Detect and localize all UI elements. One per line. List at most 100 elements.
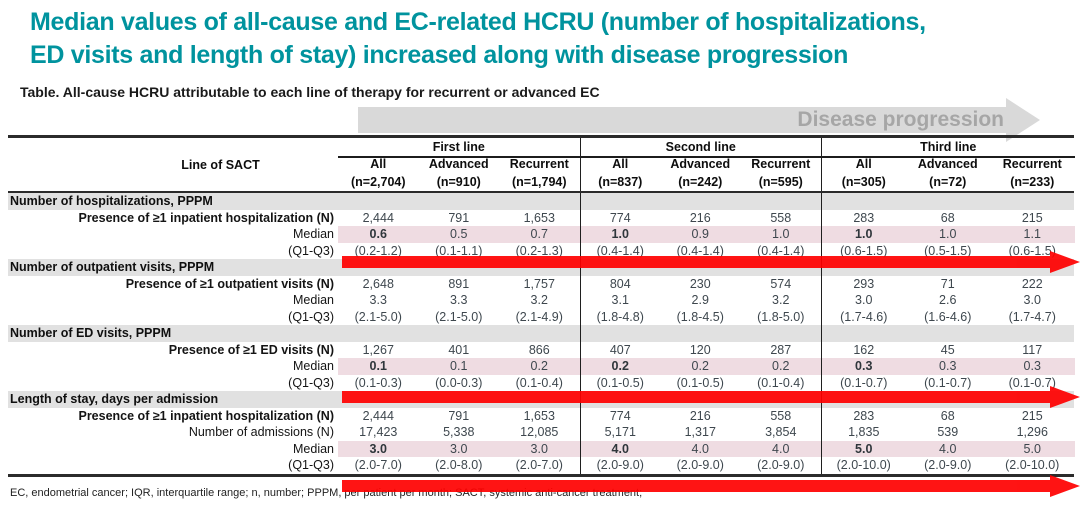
cell-value: (2.0-7.0)	[515, 458, 563, 472]
band-cell	[338, 325, 419, 342]
table-row: Median 3.0 3.0 3.0 4.0 4.0 4.0 5.0 4.0 5.0	[8, 440, 1075, 457]
cell-value: 774	[579, 209, 661, 226]
cell-value: (0.6-1.5)	[821, 242, 906, 259]
cell-value: 1,267	[362, 342, 394, 357]
section-title: Number of outpatient visits, PPPM	[10, 260, 215, 274]
cell-value: 1,835	[821, 424, 906, 441]
band-cell	[741, 193, 822, 210]
cell-value: (0.4-1.4)	[676, 243, 724, 258]
cell-value: (2.0-9.0)	[757, 458, 805, 472]
cell-value: 0.3	[905, 358, 990, 375]
cell-value: 216	[689, 210, 711, 225]
section-header-row: Number of ED visits, PPPM	[8, 325, 1074, 342]
row-label: Presence of ≥1 ED visits (N)	[168, 342, 334, 357]
table-row: Median 3.3 3.3 3.2 3.1 2.9 3.2 3.0 2.6 3.0	[8, 292, 1074, 309]
cell-value: 0.9	[660, 226, 741, 243]
cell-value: 0.7	[499, 226, 580, 243]
cell-value: 2,648	[362, 276, 394, 291]
cell-value: 71	[940, 276, 955, 291]
cell-value: (2.1-4.9)	[515, 309, 563, 324]
band-cell	[499, 193, 580, 210]
cell-value: 215	[1021, 408, 1043, 423]
cell-value: (0.5-1.5)	[924, 243, 972, 258]
band-cell	[419, 193, 500, 210]
cell-value: 3.0	[499, 440, 580, 457]
cell-value: (0.2-1.2)	[354, 243, 402, 258]
cell-value: 1,296	[1016, 425, 1048, 439]
cell-value: 401	[448, 342, 470, 357]
band-cell	[660, 193, 741, 210]
row-label: (Q1-Q3)	[288, 309, 334, 324]
cell-value: 1.1	[990, 226, 1075, 243]
column-n: (n=305)	[821, 173, 906, 191]
band-cell	[579, 193, 661, 210]
row-label: Presence of ≥1 inpatient hospitalization…	[78, 210, 334, 225]
column-n-row: (n=2,704) (n=910) (n=1,794) (n=837) (n=242) (…	[8, 173, 1074, 191]
cell-value: 3.0	[821, 292, 906, 309]
cell-value: (2.0-9.0)	[579, 457, 661, 474]
band-cell	[338, 193, 419, 210]
cell-value: 2,444	[362, 210, 394, 225]
column-header: Recurrent	[1002, 157, 1062, 171]
cell-value: 3.0	[1023, 293, 1041, 307]
column-header: Advanced	[670, 157, 731, 171]
cell-value: 558	[770, 408, 792, 423]
cell-value: 222	[1021, 276, 1043, 291]
band-cell	[990, 325, 1075, 342]
cell-value: 293	[821, 275, 906, 292]
cell-value: 2.6	[939, 293, 957, 307]
increase-arrow-length-of-stay-icon	[342, 475, 1080, 497]
cell-value: (2.0-7.0)	[354, 458, 402, 472]
cell-value: (1.8-4.8)	[579, 308, 661, 325]
cell-value: 0.6	[338, 226, 419, 243]
band-cell	[579, 325, 661, 342]
band-cell	[660, 325, 741, 342]
cell-value: (1.7-4.6)	[821, 308, 906, 325]
cell-value: 791	[448, 210, 470, 225]
column-n: (n=595)	[758, 175, 803, 189]
cell-value: 17,423	[359, 425, 398, 439]
cell-value: 3.2	[530, 293, 548, 307]
hcru-table: Line of SACT First line Second line Third …	[8, 135, 1075, 477]
column-n: (n=837)	[579, 173, 661, 191]
disease-progression-label: Disease progression	[797, 108, 1004, 131]
cell-value: 891	[448, 276, 470, 291]
row-label: Median	[293, 359, 334, 373]
table-header: Line of SACT First line Second line Third …	[8, 135, 1075, 193]
row-label: (Q1-Q3)	[288, 458, 334, 472]
column-header: Recurrent	[509, 157, 569, 171]
cell-value: 1,653	[523, 408, 555, 423]
cell-value: (2.0-10.0)	[1005, 458, 1060, 472]
cell-value: 0.1	[418, 358, 499, 375]
column-n: (n=233)	[1010, 175, 1055, 189]
table-row: (Q1-Q3) (2.0-7.0) (2.0-8.0) (2.0-7.0) (2.0-9…	[8, 457, 1074, 474]
cell-value: 866	[528, 342, 550, 357]
cell-value: 3,854	[765, 425, 797, 439]
section-title: Number of ED visits, PPPM	[10, 326, 172, 340]
column-header: Advanced	[917, 157, 978, 171]
cell-value: 4.0	[740, 440, 821, 457]
table-row: (Q1-Q3) (0.2-1.2) (0.1-1.1) (0.2-1.3) (0.4-1…	[8, 242, 1074, 259]
section-title: Length of stay, days per admission	[10, 392, 219, 406]
cell-value: (1.8-4.5)	[676, 309, 724, 324]
cell-value: 804	[579, 275, 661, 292]
cell-value: 162	[821, 341, 906, 358]
cell-value: (2.0-10.0)	[821, 457, 906, 474]
table-row: Median 0.6 0.5 0.7 1.0 0.9 1.0 1.0 1.0 1.1	[8, 226, 1075, 243]
table-row: Median 0.1 0.1 0.2 0.2 0.2 0.2 0.3 0.3 0.3	[8, 358, 1075, 375]
arrow-body	[342, 391, 1050, 403]
band-cell	[990, 193, 1075, 210]
cell-value: (1.8-5.0)	[757, 309, 805, 324]
cell-value: (0.4-1.4)	[579, 242, 661, 259]
disease-progression-banner: Disease progression	[358, 107, 1006, 133]
band-cell	[499, 325, 580, 342]
row-label: (Q1-Q3)	[288, 375, 334, 390]
cell-value: 3.2	[772, 293, 790, 307]
cell-value: (0.1-0.5)	[676, 375, 724, 390]
row-label: (Q1-Q3)	[288, 243, 334, 258]
table-caption: Table. All-cause HCRU attributable to ea…	[20, 84, 600, 100]
cell-value: 574	[770, 276, 792, 291]
cell-value: 4.0	[579, 440, 660, 457]
column-header: All	[370, 157, 387, 171]
cell-value: 1.0	[905, 226, 990, 243]
